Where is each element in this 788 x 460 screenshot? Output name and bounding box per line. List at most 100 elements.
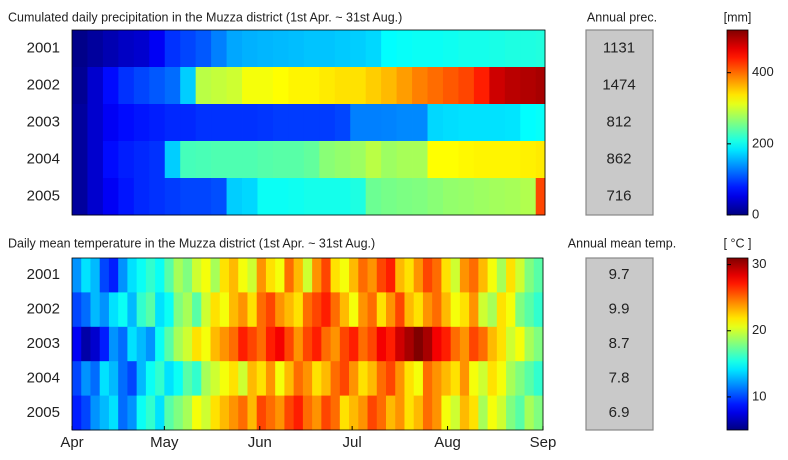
heat-cell xyxy=(334,104,351,142)
heat-cell xyxy=(149,178,166,216)
heat-cell xyxy=(478,326,488,362)
heat-cell xyxy=(164,292,174,328)
heat-cell xyxy=(302,361,313,396)
heat-cell xyxy=(442,104,459,142)
heat-cell xyxy=(118,178,135,216)
colorbar-tick-label: 400 xyxy=(752,64,774,79)
heat-cell xyxy=(413,258,424,293)
heat-cell xyxy=(288,67,305,105)
heat-cell xyxy=(275,326,285,362)
heat-cell xyxy=(396,30,413,68)
heat-cell xyxy=(182,258,193,293)
heat-cell xyxy=(87,104,104,142)
x-tick-label: Jul xyxy=(343,434,362,451)
x-tick-label: May xyxy=(150,434,179,451)
heat-cell xyxy=(487,361,498,396)
heat-cell xyxy=(520,30,537,68)
heat-cell xyxy=(506,326,516,362)
heat-cell xyxy=(136,361,147,396)
heat-cell xyxy=(284,395,295,431)
y-tick-label: 2002 xyxy=(27,301,60,318)
heat-cell xyxy=(72,178,88,216)
heat-cell xyxy=(173,292,184,328)
heat-cell xyxy=(334,178,351,216)
heat-cell xyxy=(272,67,289,105)
heat-cell xyxy=(118,326,128,362)
heat-cell xyxy=(247,292,258,328)
heat-cell xyxy=(90,395,101,431)
x-tick-label: Apr xyxy=(60,434,83,451)
heat-cell xyxy=(381,104,398,142)
heat-cell xyxy=(489,104,506,142)
heat-cell xyxy=(219,292,230,328)
heat-cell xyxy=(520,141,537,179)
heat-cell xyxy=(247,258,258,293)
heat-cell xyxy=(427,30,444,68)
colorbar xyxy=(726,257,749,431)
heat-cell xyxy=(489,178,506,216)
heat-cell xyxy=(404,395,415,431)
heat-cell xyxy=(489,30,506,68)
heat-cell xyxy=(478,395,488,431)
heat-cell xyxy=(99,292,110,328)
heat-cell xyxy=(284,258,295,293)
heat-cell xyxy=(350,30,367,68)
heat-cell xyxy=(441,395,452,431)
annual-value: 862 xyxy=(606,150,631,167)
heat-cell xyxy=(412,30,428,68)
colorbar-tick-label: 0 xyxy=(752,206,759,221)
heat-cell xyxy=(334,141,351,179)
heat-cell xyxy=(102,141,119,179)
heat-cell xyxy=(386,258,396,293)
heat-cell xyxy=(275,361,285,396)
colorbar-tick-label: 200 xyxy=(752,135,774,150)
chart-title: Cumulated daily precipitation in the Muz… xyxy=(8,10,402,24)
heat-cell xyxy=(458,30,475,68)
heat-cell xyxy=(349,361,359,396)
heat-cell xyxy=(229,292,239,328)
heat-cell xyxy=(275,258,285,293)
heat-cell xyxy=(302,292,313,328)
heat-cell xyxy=(275,292,285,328)
heat-cell xyxy=(504,67,521,105)
heat-cell xyxy=(422,326,433,362)
heat-cell xyxy=(145,258,156,293)
heat-cell xyxy=(219,361,230,396)
heat-cell xyxy=(238,361,248,396)
heat-cell xyxy=(459,258,470,293)
heat-cell xyxy=(118,67,135,105)
heat-cell xyxy=(127,292,138,328)
heat-cell xyxy=(272,104,289,142)
heat-cell xyxy=(164,178,181,216)
colorbar-label: [mm] xyxy=(724,10,752,24)
heat-cell xyxy=(321,326,331,362)
heat-cell xyxy=(226,30,243,68)
colorbar xyxy=(726,29,749,216)
heat-cell xyxy=(381,178,398,216)
heat-cell xyxy=(226,178,243,216)
heat-cell xyxy=(496,361,507,396)
heat-cell xyxy=(99,326,110,362)
heat-cell xyxy=(229,395,239,431)
heat-cell xyxy=(90,292,101,328)
heat-cell xyxy=(201,395,211,431)
heat-cell xyxy=(422,258,433,293)
heat-cell xyxy=(87,141,104,179)
heat-cell xyxy=(358,258,368,293)
y-tick-label: 2002 xyxy=(27,76,60,93)
annual-header: Annual mean temp. xyxy=(568,236,676,250)
heat-cell xyxy=(381,30,398,68)
heat-cell xyxy=(108,395,119,431)
heat-cell xyxy=(72,361,82,396)
heat-cell xyxy=(473,30,490,68)
heat-cell xyxy=(524,361,535,396)
annual-box xyxy=(585,257,654,431)
heat-cell xyxy=(413,292,424,328)
heat-cell xyxy=(81,395,91,431)
heat-cell xyxy=(515,361,525,396)
chart-title: Daily mean temperature in the Muzza dist… xyxy=(8,236,375,250)
heat-cell xyxy=(238,326,248,362)
heat-cell xyxy=(422,361,433,396)
heat-cell xyxy=(303,141,320,179)
heat-cell xyxy=(242,178,258,216)
